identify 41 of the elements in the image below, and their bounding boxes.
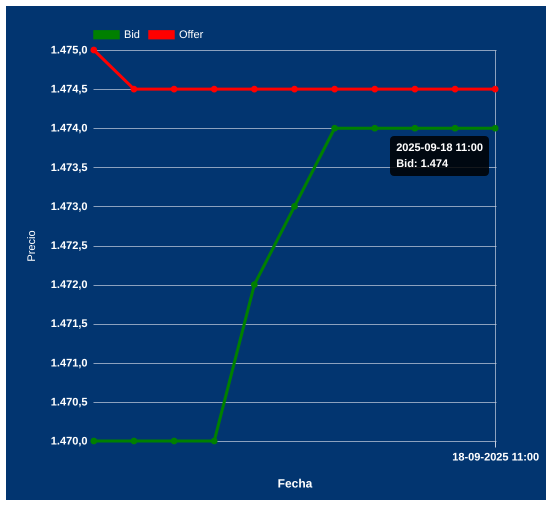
point bbox=[130, 86, 138, 92]
point bbox=[251, 86, 258, 92]
point bbox=[412, 124, 418, 132]
point bbox=[90, 46, 98, 54]
point bbox=[210, 438, 218, 444]
point bbox=[210, 86, 218, 92]
point bbox=[492, 86, 499, 92]
x-tick-label: 18-09-2025 11:00 bbox=[452, 452, 540, 464]
point bbox=[291, 86, 298, 92]
point bbox=[371, 86, 378, 92]
y-tick-label: 1.473,0 bbox=[50, 200, 88, 213]
x-axis-title: Fecha bbox=[278, 476, 313, 490]
point bbox=[170, 86, 178, 92]
annotation: 2025-09-18 11:00 bbox=[396, 141, 484, 156]
point bbox=[331, 124, 338, 132]
point bbox=[492, 124, 499, 132]
point bbox=[251, 281, 258, 288]
point bbox=[331, 86, 338, 92]
annotation: Bid: 1.474 bbox=[396, 157, 450, 172]
y-tick-label: 1.472,0 bbox=[50, 279, 88, 292]
point bbox=[291, 203, 298, 210]
y-tick-label: 1.471,5 bbox=[50, 318, 88, 330]
point bbox=[412, 86, 418, 92]
y-axis-title: Precio bbox=[26, 230, 38, 262]
point bbox=[130, 438, 138, 444]
y-tick-label: 1.475,0 bbox=[50, 44, 88, 56]
y-tick-label: 1.470,0 bbox=[50, 436, 88, 448]
y-tick-label: 1.473,5 bbox=[50, 162, 88, 174]
tooltip-box: 2025-09-18 11:00 Bid: 1.474 bbox=[390, 136, 490, 176]
point bbox=[371, 124, 378, 132]
y-tick-label: 1.471,0 bbox=[50, 357, 88, 370]
legend-label: Bid bbox=[124, 28, 140, 41]
point bbox=[170, 438, 178, 444]
point bbox=[90, 438, 98, 444]
legend-label: Offer bbox=[179, 28, 204, 41]
y-tick-label: 1.470,5 bbox=[50, 396, 88, 408]
point bbox=[452, 124, 458, 132]
y-tick-label: 1.474,5 bbox=[50, 84, 88, 96]
point bbox=[452, 86, 458, 92]
y-tick-label: 1.472,5 bbox=[50, 240, 88, 252]
y-tick-label: 1.474,0 bbox=[50, 122, 88, 135]
